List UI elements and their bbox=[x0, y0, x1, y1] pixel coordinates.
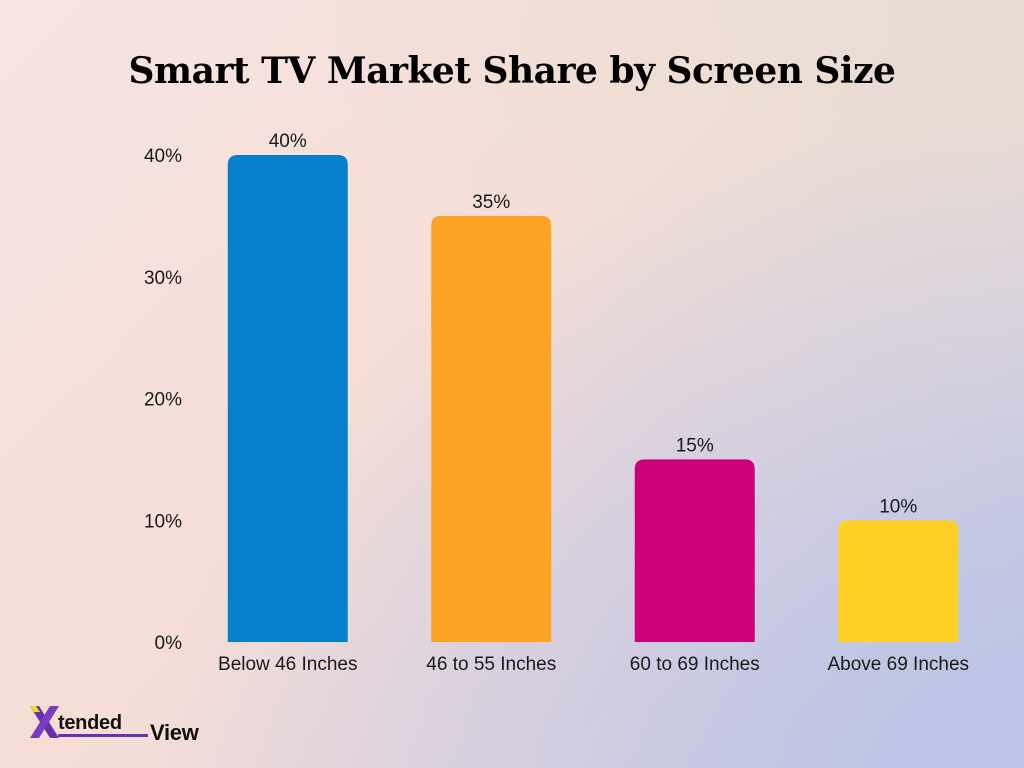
y-tick-label: 20% bbox=[144, 390, 182, 411]
logo-text-view: View bbox=[150, 720, 199, 745]
logo-underline bbox=[58, 734, 148, 737]
y-tick-label: 40% bbox=[144, 146, 182, 167]
bar-value-label: 40% bbox=[269, 131, 307, 152]
logo-text-tended: tended bbox=[58, 712, 122, 734]
chart-title: Smart TV Market Share by Screen Size bbox=[128, 50, 896, 92]
bar bbox=[634, 459, 755, 642]
bar-chart: 0% 10% 20% 30% 40% 40% Below 46 Inches 35% 46 to… bbox=[144, 131, 969, 675]
xtendedview-logo: tended View bbox=[28, 704, 228, 745]
y-tick-label: 10% bbox=[144, 511, 182, 532]
logo-x-icon bbox=[30, 706, 59, 738]
bar bbox=[838, 520, 959, 642]
bar-value-label: 15% bbox=[676, 435, 714, 456]
x-category-label: Above 69 Inches bbox=[827, 654, 969, 675]
x-category-label: Below 46 Inches bbox=[218, 654, 357, 675]
bar bbox=[431, 215, 552, 642]
y-tick-label: 30% bbox=[144, 268, 182, 289]
x-category-label: 60 to 69 Inches bbox=[630, 654, 760, 675]
bar-value-label: 35% bbox=[472, 192, 510, 213]
x-category-label: 46 to 55 Inches bbox=[426, 654, 556, 675]
bar bbox=[227, 155, 348, 642]
y-tick-label: 0% bbox=[155, 633, 183, 654]
bar-value-label: 10% bbox=[879, 496, 917, 517]
